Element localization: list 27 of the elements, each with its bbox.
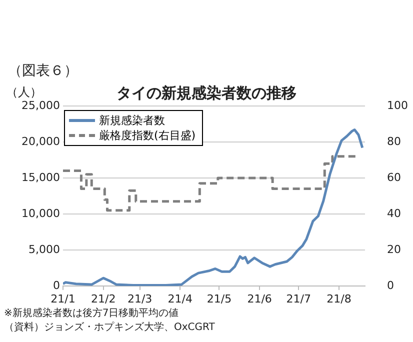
- y-tick-label: 10,000: [22, 206, 60, 220]
- x-tick-label: 21/7: [286, 292, 311, 306]
- y2-tick-label: 80: [387, 134, 401, 148]
- y-tick-label: 20,000: [22, 134, 60, 148]
- x-tick-label: 21/8: [326, 292, 352, 306]
- y2-tick-label: 60: [387, 170, 401, 184]
- y-tick-label: 5,000: [28, 242, 60, 256]
- y-axis-title: （人）: [6, 84, 42, 100]
- y-tick-label: 0: [53, 278, 60, 292]
- legend-label: 新規感染者数: [99, 113, 165, 128]
- legend-label: 厳格度指数(右目盛): [99, 128, 196, 143]
- chart-title: タイの新規感染者数の推移: [116, 84, 296, 102]
- text: （資料）ジョンズ・ホプキンズ大学、OxCGRT: [4, 320, 215, 334]
- x-tick-label: 21/4: [168, 292, 193, 306]
- x-tick-label: 21/3: [127, 292, 152, 306]
- y2-tick-label: 40: [387, 206, 401, 220]
- text: ※新規感染者数は後方7日移動平均の値: [4, 306, 179, 320]
- x-tick-label: 21/1: [50, 292, 76, 306]
- y-tick-label: 25,000: [22, 98, 60, 112]
- x-tick-label: 21/5: [206, 292, 232, 306]
- y2-tick-label: 20: [387, 242, 401, 256]
- y2-tick-label: 0: [387, 278, 394, 292]
- chart-subtitle: （図表６）: [8, 62, 78, 80]
- x-tick-label: 21/2: [91, 292, 116, 306]
- y-tick-label: 15,000: [22, 170, 60, 184]
- y2-tick-label: 100: [387, 98, 408, 112]
- x-tick-label: 21/6: [247, 292, 272, 306]
